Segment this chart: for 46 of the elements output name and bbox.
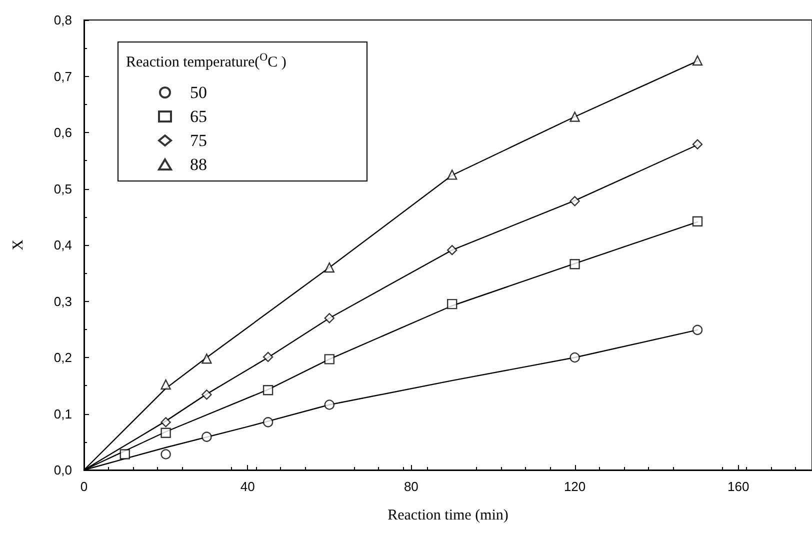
legend-label: 88 — [190, 155, 207, 174]
point — [692, 139, 703, 150]
point — [160, 417, 171, 428]
y-tick-label: 0,7 — [54, 68, 72, 84]
y-tick-label: 0,2 — [54, 350, 72, 365]
y-tick-label: 0,0 — [54, 462, 72, 478]
legend-label: 50 — [190, 83, 207, 102]
point — [446, 170, 458, 180]
point — [692, 216, 703, 226]
x-tick-label: 40 — [240, 479, 255, 494]
x-tick-label: 0 — [80, 479, 88, 494]
point — [324, 400, 334, 410]
point — [692, 55, 703, 66]
point — [570, 259, 580, 270]
y-tick-label: 0,1 — [54, 406, 72, 422]
point — [262, 352, 274, 362]
x-tick-label: 80 — [404, 479, 418, 494]
legend-label: 75 — [190, 131, 207, 150]
point — [446, 244, 458, 256]
point — [324, 313, 334, 324]
y-tick-label: 0,5 — [54, 181, 72, 196]
point — [692, 324, 703, 336]
y-tick-label: 0,4 — [54, 238, 72, 252]
point — [160, 428, 171, 438]
point — [324, 354, 334, 364]
point — [202, 354, 212, 364]
y-tick-label: 0,8 — [54, 12, 72, 28]
point — [570, 112, 580, 122]
legend-label: 65 — [190, 107, 207, 126]
point — [202, 390, 212, 400]
point — [570, 352, 580, 363]
point — [324, 262, 334, 273]
point — [120, 449, 130, 460]
point — [160, 379, 171, 390]
y-tick-label: 0,3 — [54, 294, 72, 309]
point — [262, 385, 274, 396]
point — [446, 298, 458, 310]
y-axis-title: X — [10, 239, 26, 250]
x-tick-label: 160 — [728, 479, 750, 494]
point — [160, 449, 171, 460]
x-tick-label: 120 — [564, 479, 586, 494]
y-tick-label: 0,6 — [54, 125, 72, 140]
x-axis-title: Reaction time (min) — [388, 508, 508, 524]
point — [202, 432, 212, 442]
point — [262, 417, 274, 428]
point — [570, 196, 580, 206]
